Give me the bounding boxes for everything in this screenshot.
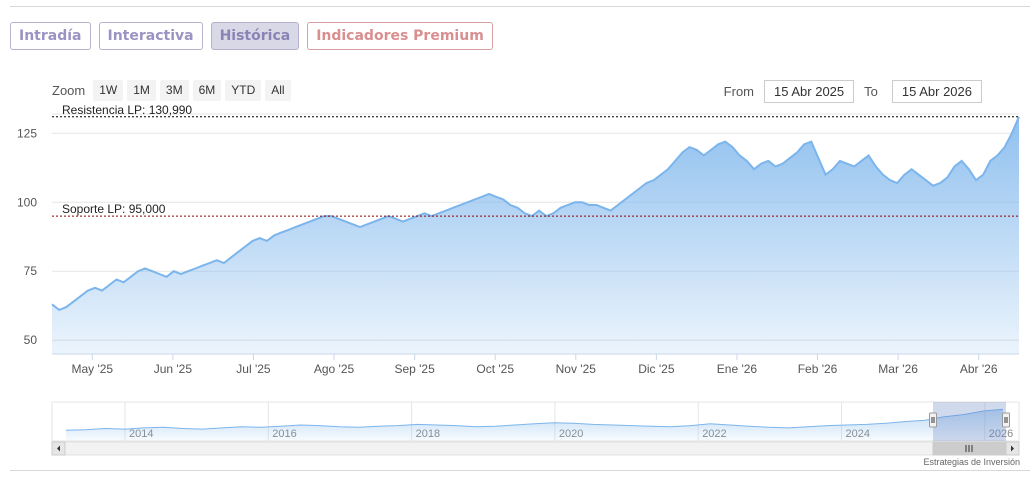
chart-tabs: Intradía Interactiva Histórica Indicador… bbox=[10, 22, 493, 50]
y-tick-label: 100 bbox=[17, 195, 37, 209]
chart-credit: Estrategias de Inversión bbox=[923, 457, 1020, 467]
from-label: From bbox=[723, 84, 755, 99]
x-tick-label: Mar '26 bbox=[878, 362, 918, 376]
handle-body[interactable] bbox=[1002, 412, 1010, 428]
tab-indicadores-premium[interactable]: Indicadores Premium bbox=[307, 22, 493, 50]
navigator-area bbox=[66, 409, 1003, 441]
y-tick-label: 50 bbox=[24, 333, 38, 347]
from-date-input[interactable]: 15 Abr 2025 bbox=[764, 80, 855, 103]
to-date-input[interactable]: 15 Abr 2026 bbox=[891, 80, 982, 103]
zoom-selector: Zoom 1W 1M 3M 6M YTD All bbox=[52, 80, 291, 101]
zoom-1w-button[interactable]: 1W bbox=[93, 80, 124, 101]
price-area bbox=[52, 116, 1019, 354]
x-tick-label: May '25 bbox=[71, 362, 113, 376]
zoom-1m-button[interactable]: 1M bbox=[127, 80, 156, 101]
x-tick-label: Sep '25 bbox=[394, 362, 435, 376]
price-line bbox=[51, 116, 1020, 312]
zoom-ytd-button[interactable]: YTD bbox=[225, 80, 262, 101]
resistance-label: Resistencia LP: 130,990 bbox=[62, 103, 192, 117]
x-tick-label: Nov '25 bbox=[556, 362, 597, 376]
tab-historica[interactable]: Histórica bbox=[210, 22, 300, 50]
tab-intradia[interactable]: Intradía bbox=[10, 22, 91, 50]
navigator-line bbox=[65, 408, 1004, 431]
x-tick-label: Ago '25 bbox=[314, 362, 355, 376]
support-label: Soporte LP: 95,000 bbox=[62, 202, 166, 216]
arrow-right-icon bbox=[1011, 445, 1014, 452]
to-label: To bbox=[864, 84, 878, 99]
x-tick-label: Jun '25 bbox=[154, 362, 193, 376]
navigator-right-handle[interactable] bbox=[1002, 412, 1010, 428]
zoom-6m-button[interactable]: 6M bbox=[192, 80, 222, 101]
y-tick-label: 75 bbox=[24, 264, 38, 278]
date-range: From 15 Abr 2025 To 15 Abr 2026 bbox=[724, 80, 982, 103]
scrollbar-track[interactable] bbox=[51, 441, 1020, 456]
x-tick-label: Dic '25 bbox=[638, 362, 675, 376]
top-divider bbox=[10, 6, 1030, 7]
y-tick-label: 125 bbox=[17, 126, 37, 140]
x-tick-label: Ene '26 bbox=[717, 362, 758, 376]
zoom-all-button[interactable]: All bbox=[265, 80, 291, 101]
arrow-left-icon bbox=[57, 445, 60, 452]
bottom-divider bbox=[10, 470, 1030, 471]
navigator-selection[interactable] bbox=[933, 402, 1006, 441]
tab-interactiva[interactable]: Interactiva bbox=[98, 22, 203, 50]
x-tick-label: Abr '26 bbox=[960, 362, 998, 376]
navigator-left-handle[interactable] bbox=[929, 412, 937, 428]
zoom-label: Zoom bbox=[52, 83, 86, 98]
handle-body[interactable] bbox=[929, 412, 937, 428]
x-tick-label: Jul '25 bbox=[236, 362, 271, 376]
x-tick-label: Oct '25 bbox=[476, 362, 514, 376]
x-tick-label: Feb '26 bbox=[798, 362, 838, 376]
zoom-3m-button[interactable]: 3M bbox=[159, 80, 189, 101]
